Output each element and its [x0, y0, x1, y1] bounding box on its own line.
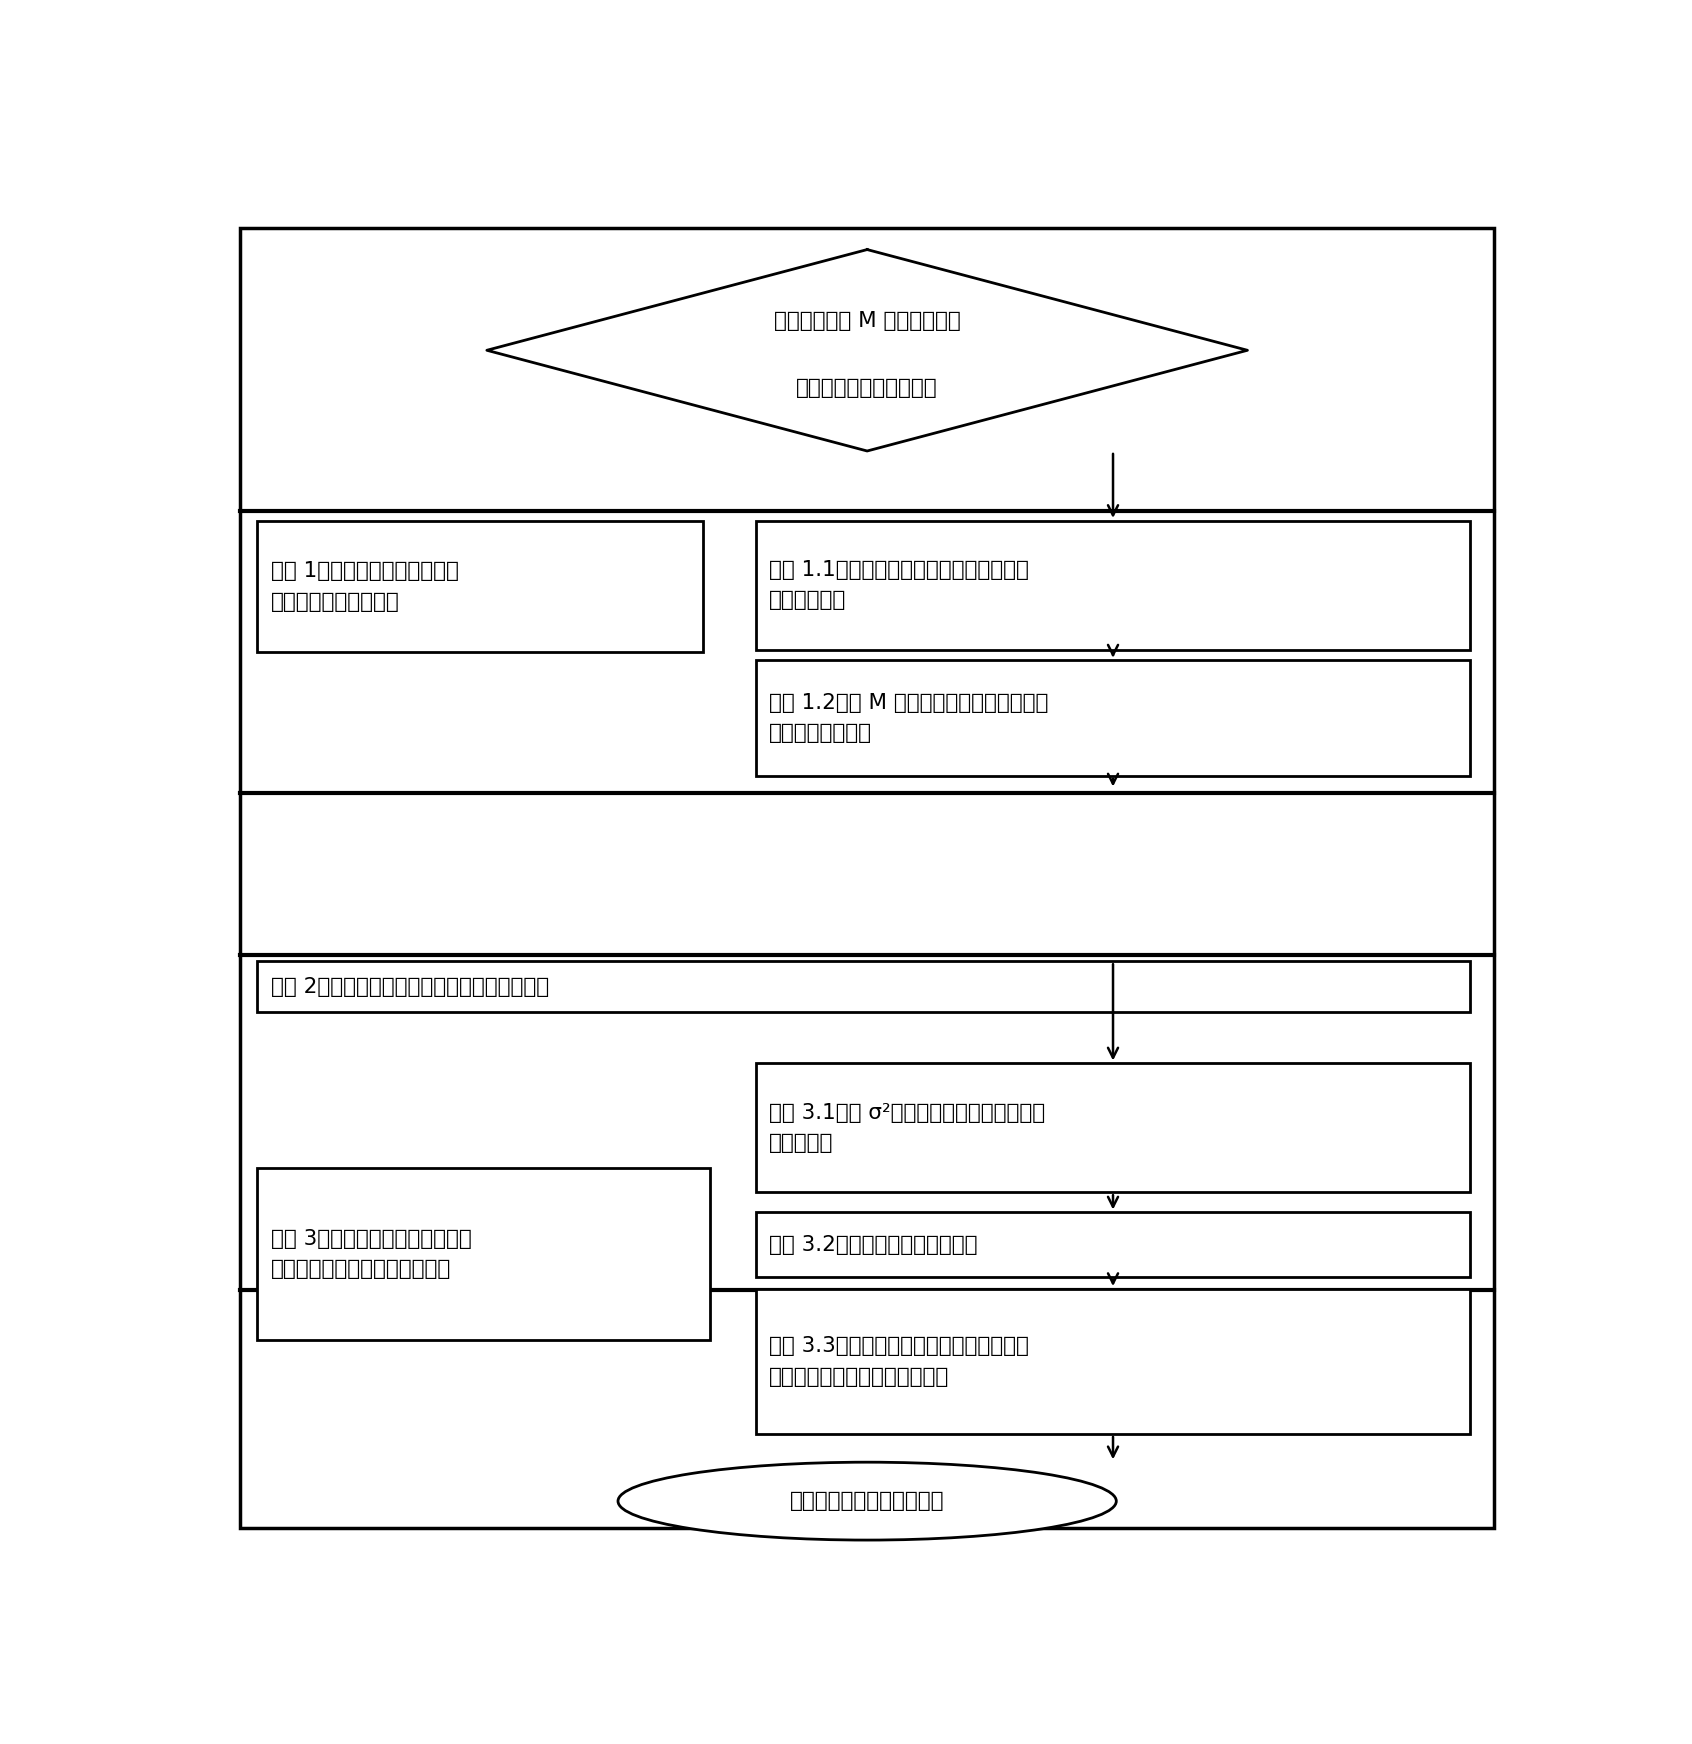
Text: 代表工艺偏差的测量数据: 代表工艺偏差的测量数据	[797, 378, 937, 398]
Bar	[756, 1289, 1470, 1434]
Text: 步骤 1.2：将 M 块测试芯片的似然函数相乘
得到联合似然函数: 步骤 1.2：将 M 块测试芯片的似然函数相乘 得到联合似然函数	[768, 692, 1047, 743]
Text: 步骤 3.1：对 σ²进行优化得到集中的对数联
合似然函数: 步骤 3.1：对 σ²进行优化得到集中的对数联 合似然函数	[768, 1102, 1046, 1153]
Bar	[756, 521, 1470, 651]
Text: 步骤 1：将所有芯片的似然函数
相乘得到联合似然函数: 步骤 1：将所有芯片的似然函数 相乘得到联合似然函数	[271, 562, 459, 612]
Text: 步骤 2：考虑金块效应对联合似然函数进行修正: 步骤 2：考虑金块效应对联合似然函数进行修正	[271, 977, 548, 998]
Ellipse shape	[618, 1461, 1117, 1540]
Text: 步骤 3.2：化简对数联合似然函数: 步骤 3.2：化简对数联合似然函数	[768, 1235, 978, 1254]
Bar	[257, 521, 704, 652]
Text: 输出：空间相关函数参数值: 输出：空间相关函数参数值	[790, 1491, 944, 1510]
Bar	[756, 1212, 1470, 1277]
Text: 步骤 3.3：对对数联合似然函数进行最大化
求解得到空间相关函数的参数值: 步骤 3.3：对对数联合似然函数进行最大化 求解得到空间相关函数的参数值	[768, 1336, 1029, 1386]
Bar	[257, 961, 1470, 1012]
Text: 步骤 3：通过最大化求解对数联合
似然函数得到未知参数的估计值: 步骤 3：通过最大化求解对数联合 似然函数得到未知参数的估计值	[271, 1230, 472, 1280]
Polygon shape	[487, 249, 1247, 452]
Bar	[756, 661, 1470, 776]
Text: 步骤 1.1：用去平均的操作将片间偏差从整
体偏差中移除: 步骤 1.1：用去平均的操作将片间偏差从整 体偏差中移除	[768, 560, 1029, 610]
Bar	[257, 1168, 711, 1339]
Text: 输入：来源于 M 块测试芯片的: 输入：来源于 M 块测试芯片的	[773, 310, 961, 331]
Bar	[756, 1064, 1470, 1193]
